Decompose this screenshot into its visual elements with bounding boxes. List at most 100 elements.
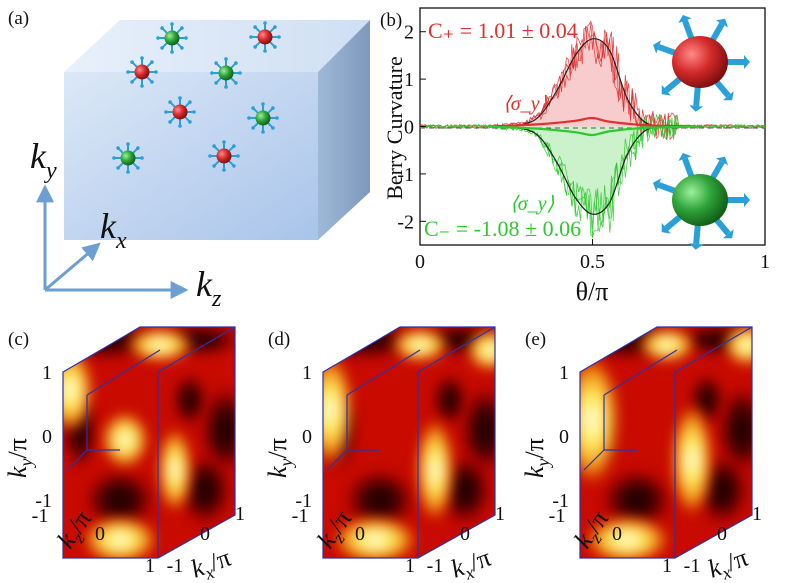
spin-arrow-tip: [180, 46, 184, 50]
spin-arrow-tip: [232, 164, 236, 168]
ky-tick-label: 1: [302, 362, 312, 384]
spin-arrow-tip: [210, 71, 214, 75]
monopole-sphere: [172, 104, 188, 120]
monopole-sphere: [216, 148, 232, 164]
panel-label: (d): [268, 329, 290, 350]
monopole-sphere: [164, 30, 180, 46]
heatmap-bright-spot: [722, 327, 752, 367]
spin-arrow-tip: [273, 45, 277, 49]
kx-tick-label: -1: [167, 555, 184, 577]
panel-a-label: (a): [8, 8, 29, 29]
kx-tick-label: 0: [460, 523, 470, 545]
cube-top-edge: [417, 326, 496, 373]
ky-axis-label: ky: [30, 136, 57, 184]
spin-arrow-tip: [170, 22, 174, 26]
panel-label: (e): [525, 329, 546, 350]
spin-arrow-head: [744, 193, 750, 207]
heatmap-bright-spot: [125, 327, 195, 363]
measured-traces: [419, 20, 766, 239]
sigma-upper-label: ⟨σ_y⟩: [503, 93, 548, 115]
box-front-face: [64, 72, 318, 240]
spin-arrow: [709, 22, 725, 42]
ky-tick-label: 0: [559, 426, 569, 448]
spin-arrow-head: [722, 229, 734, 239]
kx-axis-label: kx/π: [187, 543, 236, 583]
spin-arrow-tip: [140, 84, 144, 88]
spin-arrow-tip: [188, 100, 192, 104]
panel-b-label: (b): [380, 10, 402, 31]
kz-tick-label: 0: [612, 523, 622, 545]
spin-arrow-head: [661, 222, 671, 234]
spin-arrow-tip: [212, 164, 216, 168]
spin-arrow-tip: [224, 85, 228, 89]
heatmap-bright-spot: [415, 415, 455, 525]
spin-arrow-tip: [253, 45, 257, 49]
spin-arrow-tip: [271, 126, 275, 130]
c-plus-theory-line: [488, 38, 662, 128]
ky-tick-label: -1: [35, 490, 52, 512]
heatmap-body: [63, 327, 235, 558]
cutout-edge: [326, 449, 348, 471]
box-top-face: [64, 20, 370, 72]
heatmap-body: [580, 327, 752, 558]
spin-arrow-tip: [212, 144, 216, 148]
monopole-icons: [653, 15, 750, 250]
ky-tick-label: -1: [552, 490, 569, 512]
x-tick-labels: 0 0.5 1: [415, 239, 770, 273]
heatmap-bright-spot: [330, 515, 420, 558]
y-axis-label: Berry Curvature: [382, 56, 407, 200]
spin-arrow: [682, 19, 695, 40]
kx-tick-label: 0: [200, 523, 210, 545]
spin-arrow: [693, 86, 701, 107]
y-tick-label: -2: [397, 211, 414, 233]
cube-outline: [322, 326, 496, 559]
spin-arrow-tip: [261, 102, 265, 106]
y-tick-label: -1: [397, 164, 414, 186]
monopole-sphere: [672, 36, 728, 88]
x-tick-label: 1: [760, 251, 770, 273]
y-tick-label: 0: [404, 117, 414, 139]
spin-arrow-tip: [136, 166, 140, 170]
spin-arrow-tip: [188, 120, 192, 124]
y-tick-label: 1: [404, 69, 414, 91]
area-fills: [489, 38, 662, 215]
cube-top-edge: [157, 326, 236, 373]
kz-tick-label: 0: [355, 523, 365, 545]
green-monopole: [210, 57, 242, 89]
spin-arrow-head: [715, 18, 729, 28]
spin-arrow: [693, 224, 701, 245]
spin-arrow: [713, 217, 731, 236]
spin-arrow-tip: [249, 35, 253, 39]
spin-arrow-tip: [222, 140, 226, 144]
spin-arrow-tip: [150, 60, 154, 64]
sigma-upper-line: [488, 116, 697, 128]
spin-arrow: [657, 44, 678, 57]
spin-arrow-tip: [208, 154, 212, 158]
spin-arrow: [713, 79, 731, 98]
cutout-edge: [346, 349, 421, 396]
ky-tick-label: -1: [295, 490, 312, 512]
spin-arrow-head: [689, 243, 704, 250]
red-monopole: [126, 56, 158, 88]
red-monopole: [208, 140, 240, 172]
heatmap-bright-spot: [80, 515, 160, 558]
spin-arrow-tip: [178, 124, 182, 128]
spin-arrow-head: [715, 156, 729, 166]
heatmap-bright-spot: [157, 425, 193, 515]
green-monopole: [112, 142, 144, 174]
heatmap-bright-spot: [465, 328, 495, 372]
spin-arrow-tip: [178, 96, 182, 100]
red-monopole-icon: [653, 15, 750, 112]
spin-arrow-tip: [184, 36, 188, 40]
sigma-lower-line: [488, 125, 697, 137]
spin-arrow: [657, 182, 678, 195]
spin-arrow-tip: [180, 26, 184, 30]
x-axis-label: θ/π: [576, 277, 609, 306]
series-lines: [488, 38, 697, 215]
box-side-face: [318, 20, 370, 240]
spin-arrow-tip: [154, 70, 158, 74]
spin-arrow-tip: [261, 130, 265, 134]
spin-arrow-head: [689, 105, 704, 112]
spin-arrow-tip: [130, 60, 134, 64]
